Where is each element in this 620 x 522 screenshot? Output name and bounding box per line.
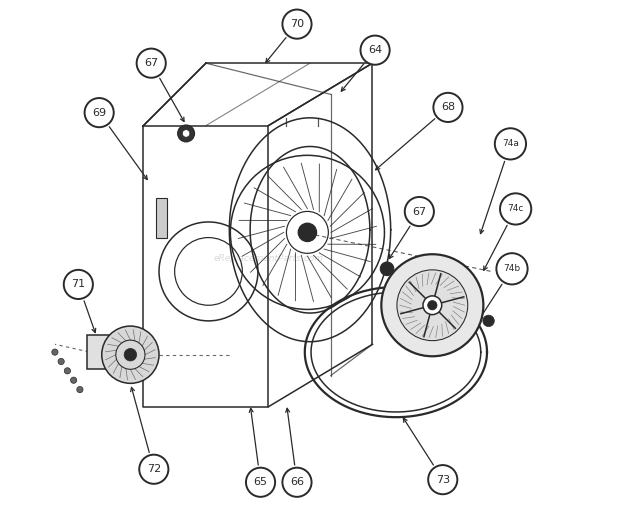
- Circle shape: [282, 9, 312, 39]
- Text: 68: 68: [441, 102, 455, 112]
- Text: 67: 67: [412, 207, 427, 217]
- Circle shape: [52, 349, 58, 355]
- Circle shape: [423, 296, 441, 315]
- Circle shape: [360, 35, 389, 65]
- Circle shape: [497, 253, 528, 284]
- Text: 65: 65: [254, 477, 268, 487]
- Circle shape: [77, 386, 83, 393]
- Text: 74c: 74c: [507, 205, 524, 213]
- Text: 74a: 74a: [502, 139, 519, 148]
- Circle shape: [124, 349, 136, 361]
- Text: 70: 70: [290, 19, 304, 29]
- Circle shape: [298, 223, 316, 242]
- Circle shape: [282, 468, 312, 497]
- Circle shape: [428, 301, 437, 310]
- Text: 66: 66: [290, 477, 304, 487]
- Circle shape: [64, 270, 93, 299]
- Circle shape: [102, 326, 159, 383]
- Text: 69: 69: [92, 108, 106, 117]
- Circle shape: [140, 455, 169, 484]
- Circle shape: [483, 315, 494, 327]
- Circle shape: [428, 465, 458, 494]
- Circle shape: [495, 128, 526, 160]
- Circle shape: [84, 98, 113, 127]
- Circle shape: [71, 377, 77, 383]
- Circle shape: [178, 125, 195, 142]
- Text: 73: 73: [436, 474, 450, 484]
- Circle shape: [58, 359, 64, 364]
- Circle shape: [380, 262, 394, 276]
- Circle shape: [500, 193, 531, 224]
- FancyBboxPatch shape: [156, 198, 167, 238]
- Circle shape: [405, 197, 434, 226]
- Circle shape: [397, 270, 467, 341]
- Circle shape: [182, 129, 190, 137]
- Text: 74b: 74b: [503, 264, 521, 274]
- Circle shape: [136, 49, 166, 78]
- Text: 67: 67: [144, 58, 158, 68]
- Text: 72: 72: [147, 464, 161, 474]
- FancyBboxPatch shape: [87, 335, 124, 369]
- Circle shape: [433, 93, 463, 122]
- Circle shape: [246, 468, 275, 497]
- Circle shape: [64, 367, 71, 374]
- Text: eReplacementParts.com: eReplacementParts.com: [213, 254, 324, 263]
- Text: 71: 71: [71, 279, 86, 289]
- Circle shape: [381, 254, 484, 357]
- Text: 64: 64: [368, 45, 382, 55]
